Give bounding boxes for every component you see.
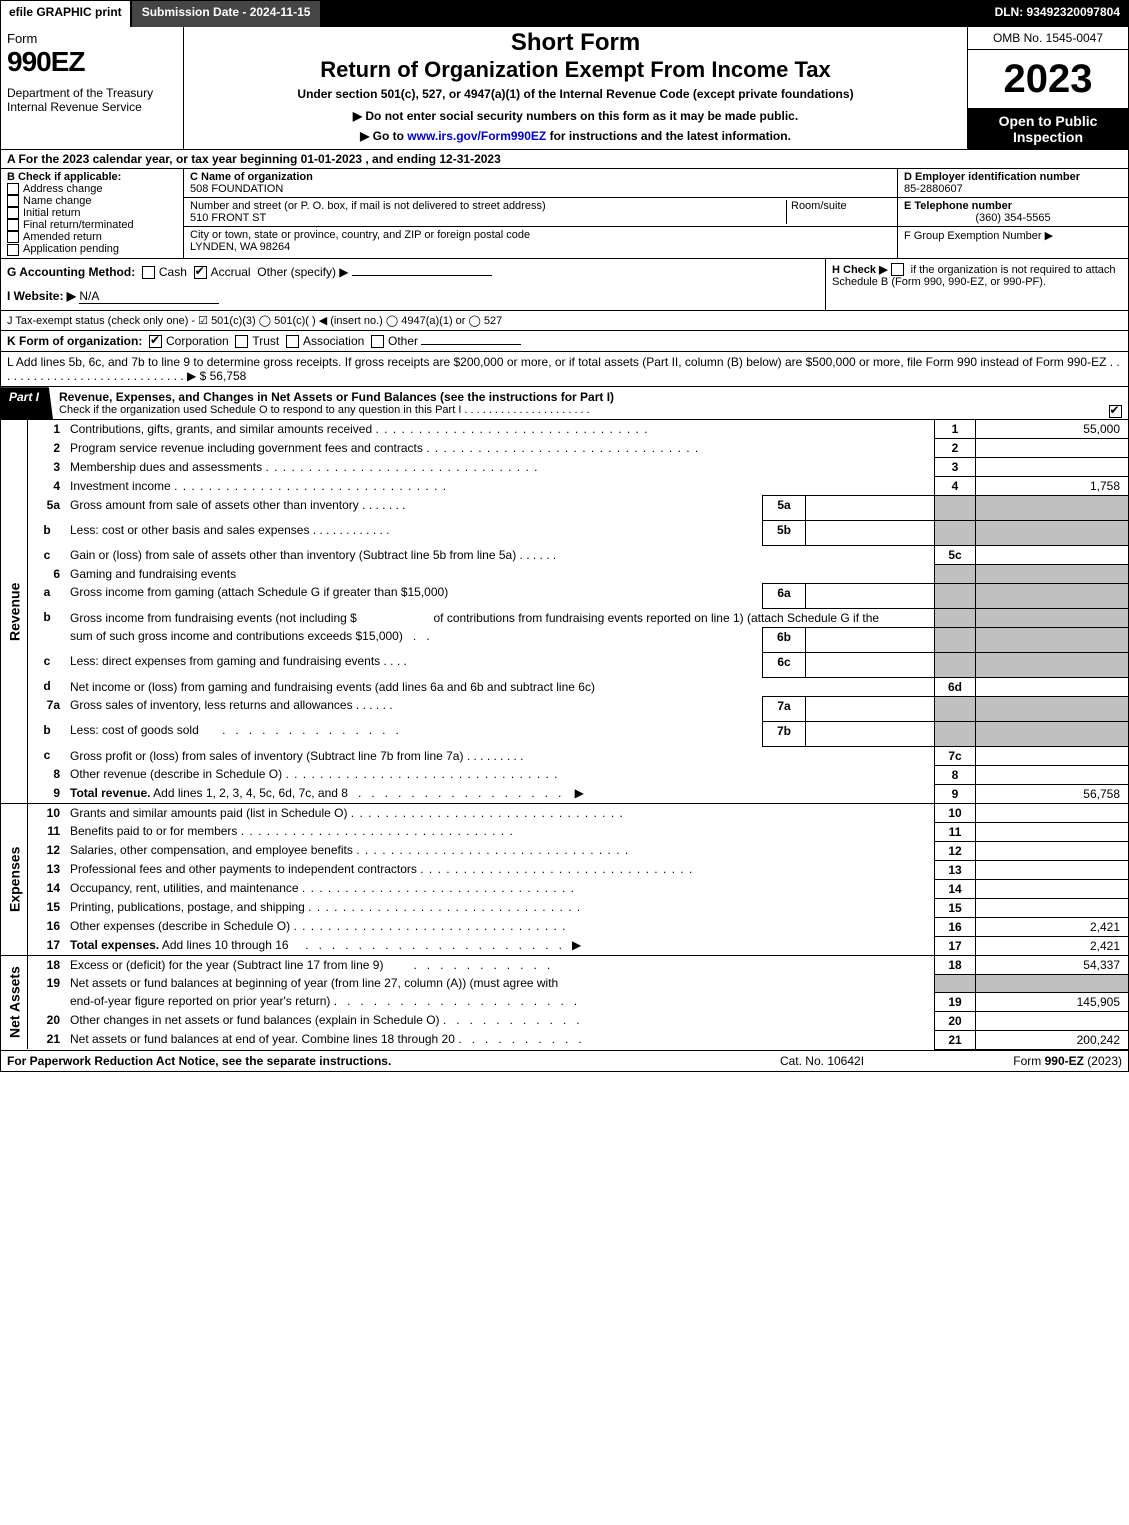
short-form-title: Short Form <box>192 29 959 57</box>
chk-name-change[interactable] <box>7 195 19 207</box>
netassets-side-label: Net Assets <box>1 955 28 1049</box>
part-i-title: Revenue, Expenses, and Changes in Net As… <box>59 390 614 404</box>
chk-final-return[interactable] <box>7 219 19 231</box>
submission-date: Submission Date - 2024-11-15 <box>132 1 323 27</box>
other-specify-input[interactable] <box>352 275 492 276</box>
ein-label: D Employer identification number <box>904 171 1080 183</box>
line17-value: 2,421 <box>976 936 1129 955</box>
form-number: 990EZ <box>7 46 177 78</box>
g-label: G Accounting Method: <box>7 265 135 279</box>
form-header: Form 990EZ Department of the Treasury In… <box>1 27 1128 150</box>
open-inspection: Open to Public Inspection <box>968 109 1128 149</box>
cat-no: Cat. No. 10642I <box>722 1054 922 1068</box>
l-text: L Add lines 5b, 6c, and 7b to line 9 to … <box>7 355 1120 383</box>
chk-address-change[interactable] <box>7 183 19 195</box>
h-label: H Check ▶ <box>832 264 888 276</box>
line16-value: 2,421 <box>976 917 1129 936</box>
form-word: Form <box>7 31 177 46</box>
row-l: L Add lines 5b, 6c, and 7b to line 9 to … <box>1 352 1128 387</box>
line4-value: 1,758 <box>976 477 1129 496</box>
org-name: 508 FOUNDATION <box>190 183 891 195</box>
chk-cash[interactable] <box>142 266 155 279</box>
tel-label: E Telephone number <box>904 200 1012 212</box>
irs-label: Internal Revenue Service <box>7 100 177 114</box>
paperwork-notice: For Paperwork Reduction Act Notice, see … <box>7 1054 722 1068</box>
col-c: C Name of organization 508 FOUNDATION Nu… <box>184 169 898 258</box>
row-k: K Form of organization: Corporation Trus… <box>1 331 1128 352</box>
room-suite-label: Room/suite <box>786 200 891 224</box>
chk-amended[interactable] <box>7 231 19 243</box>
chk-assoc[interactable] <box>286 335 299 348</box>
ssn-note: ▶ Do not enter social security numbers o… <box>192 109 959 123</box>
b-label: B Check if applicable: <box>7 171 121 183</box>
chk-trust[interactable] <box>235 335 248 348</box>
tel-value: (360) 354-5565 <box>904 212 1122 224</box>
revenue-side-label: Revenue <box>1 420 28 803</box>
footer: For Paperwork Reduction Act Notice, see … <box>1 1050 1128 1071</box>
line21-value: 200,242 <box>976 1030 1129 1049</box>
addr-label: Number and street (or P. O. box, if mail… <box>190 200 786 212</box>
website-note: ▶ Go to www.irs.gov/Form990EZ for instru… <box>192 129 959 143</box>
chk-initial-return[interactable] <box>7 207 19 219</box>
line19-value: 145,905 <box>976 992 1129 1011</box>
tax-year: 2023 <box>968 50 1128 109</box>
k-label: K Form of organization: <box>7 334 142 348</box>
irs-link[interactable]: www.irs.gov/Form990EZ <box>407 129 546 143</box>
main-title: Return of Organization Exempt From Incom… <box>192 57 959 83</box>
part-i-label: Part I <box>1 387 53 419</box>
col-d: D Employer identification number 85-2880… <box>898 169 1128 258</box>
chk-h[interactable] <box>891 263 904 276</box>
part-i-header: Part I Revenue, Expenses, and Changes in… <box>1 387 1128 420</box>
i-label: I Website: ▶ <box>7 289 76 303</box>
col-b: B Check if applicable: Address change Na… <box>1 169 184 258</box>
row-g: G Accounting Method: Cash Accrual Other … <box>1 259 1128 311</box>
row-j: J Tax-exempt status (check only one) - ☑… <box>1 311 1128 331</box>
line18-value: 54,337 <box>976 955 1129 974</box>
chk-pending[interactable] <box>7 244 19 256</box>
city-state-zip: LYNDEN, WA 98264 <box>190 241 891 253</box>
chk-schedule-o[interactable] <box>1109 405 1122 418</box>
dln-label: DLN: 93492320097804 <box>987 1 1128 27</box>
chk-other-org[interactable] <box>371 335 384 348</box>
line1-value: 55,000 <box>976 420 1129 439</box>
street-address: 510 FRONT ST <box>190 212 786 224</box>
chk-accrual[interactable] <box>194 266 207 279</box>
subtitle: Under section 501(c), 527, or 4947(a)(1)… <box>192 87 959 101</box>
omb-label: OMB No. 1545-0047 <box>968 27 1128 50</box>
website-value: N/A <box>79 289 219 304</box>
part-i-sub: Check if the organization used Schedule … <box>59 404 1100 416</box>
revenue-table: Revenue 1 Contributions, gifts, grants, … <box>1 420 1128 1050</box>
expenses-side-label: Expenses <box>1 803 28 955</box>
topbar: efile GRAPHIC print Submission Date - 20… <box>1 1 1128 27</box>
ein-value: 85-2880607 <box>904 183 1122 195</box>
l-value: 56,758 <box>210 369 247 383</box>
dept-label: Department of the Treasury <box>7 86 177 100</box>
group-exemption-label: F Group Exemption Number ▶ <box>904 229 1122 242</box>
c-name-label: C Name of organization <box>190 171 313 183</box>
efile-label: efile GRAPHIC print <box>1 1 132 27</box>
row-a: A For the 2023 calendar year, or tax yea… <box>1 150 1128 169</box>
section-bcdef: B Check if applicable: Address change Na… <box>1 169 1128 259</box>
form-page: efile GRAPHIC print Submission Date - 20… <box>0 0 1129 1072</box>
chk-corp[interactable] <box>149 335 162 348</box>
city-label: City or town, state or province, country… <box>190 229 891 241</box>
line9-value: 56,758 <box>976 784 1129 803</box>
